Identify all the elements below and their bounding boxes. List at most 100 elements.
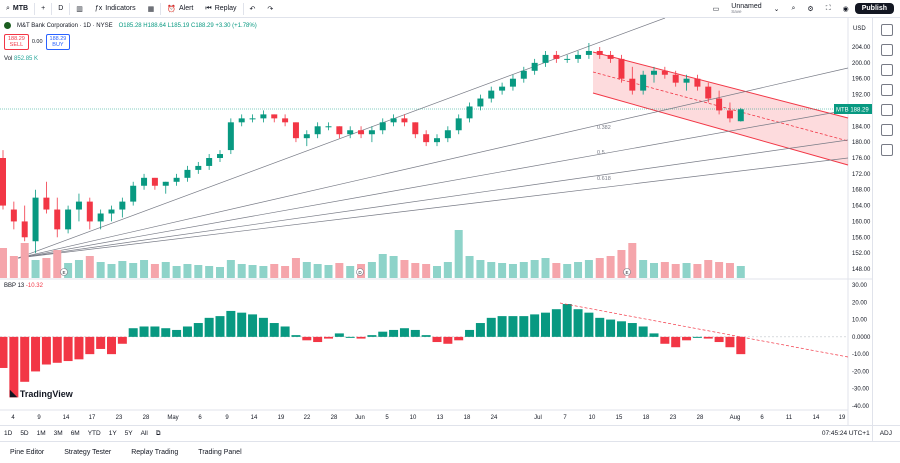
- chevron-down-icon[interactable]: ⌄: [773, 5, 780, 13]
- volume-bar: [443, 262, 452, 278]
- ideas-icon[interactable]: [880, 84, 893, 96]
- layout-grid-icon[interactable]: ▭: [712, 5, 720, 13]
- calendar-icon[interactable]: [880, 104, 893, 116]
- camera-icon[interactable]: ◉: [842, 5, 849, 13]
- price-axis-label: 180.00: [852, 140, 871, 146]
- chat-icon[interactable]: [880, 64, 893, 76]
- top-toolbar: ⌕ MTB + D ▥ ƒx Indicators ▦ ⏰ Alert ⏮ Re…: [0, 0, 900, 18]
- bbp-axis-label: 30.00: [852, 283, 868, 289]
- candle-body: [726, 110, 733, 119]
- volume-bar: [487, 262, 496, 278]
- volume-bar: [704, 260, 713, 278]
- bbp-bar: [248, 314, 258, 337]
- timeframe-ytd[interactable]: YTD: [87, 430, 101, 437]
- timeframe-1d[interactable]: 1D: [4, 430, 13, 437]
- bbp-bar: [52, 336, 62, 363]
- notifications-icon[interactable]: [880, 124, 893, 136]
- timeframe-5y[interactable]: 5Y: [124, 430, 133, 437]
- time-axis-label: 13: [437, 415, 444, 421]
- candle-body: [227, 122, 234, 151]
- settings-icon[interactable]: ⚙: [807, 5, 814, 13]
- bbp-bar: [172, 329, 182, 337]
- volume-bar: [433, 266, 441, 278]
- bbp-bar: [497, 316, 507, 337]
- time-axis-label: 6: [760, 415, 764, 421]
- templates-icon[interactable]: ▦: [147, 5, 155, 13]
- panel-tab-strategy-tester[interactable]: Strategy Tester: [64, 449, 112, 456]
- timeframe-1m[interactable]: 1M: [36, 430, 46, 437]
- bbp-bar: [671, 336, 681, 348]
- bbp-bar: [432, 336, 442, 343]
- date-range-icon[interactable]: ⧉: [155, 429, 161, 437]
- bbp-bar: [530, 314, 540, 337]
- volume-bar: [671, 264, 680, 278]
- price-chart[interactable]: USD204.00200.00196.00192.00188.00184.001…: [0, 18, 900, 425]
- timeframe-6m[interactable]: 6M: [70, 430, 80, 437]
- price-axis-label: 192.00: [852, 93, 871, 99]
- sell-button[interactable]: 188.29 SELL: [4, 34, 29, 51]
- panel-tab-pine-editor[interactable]: Pine Editor: [10, 449, 45, 456]
- candle-body: [75, 201, 82, 210]
- bbp-bar: [703, 336, 713, 339]
- bar-style-icon[interactable]: ▥: [76, 5, 83, 13]
- help-icon[interactable]: [880, 144, 893, 156]
- redo-icon[interactable]: ↷: [267, 5, 274, 13]
- quick-search-icon[interactable]: ⌕: [791, 4, 796, 12]
- candle-body: [520, 70, 527, 79]
- plus-icon[interactable]: +: [41, 5, 46, 12]
- interval-button[interactable]: D: [58, 5, 64, 12]
- fan-line: [17, 139, 849, 259]
- timeframe-1y[interactable]: 1Y: [108, 430, 117, 437]
- bbp-bar: [193, 323, 203, 337]
- time-axis-label: 10: [410, 415, 417, 421]
- time-axis-label: 9: [37, 415, 41, 421]
- bbp-bar: [399, 328, 409, 337]
- timeframe-all[interactable]: All: [140, 430, 148, 437]
- time-axis-label: 23: [116, 415, 123, 421]
- clock[interactable]: 07:45:24 UTC+1: [821, 430, 870, 437]
- bbp-bar: [616, 321, 626, 337]
- buy-button[interactable]: 188.29 BUY: [45, 34, 71, 51]
- bbp-bar: [443, 336, 453, 344]
- search-icon: ⌕: [6, 4, 10, 12]
- volume-bar: [172, 266, 181, 278]
- candle-body: [564, 58, 571, 60]
- time-axis-label: 6: [198, 415, 202, 421]
- bbp-axis-label: -30.00: [852, 387, 870, 393]
- layout-name[interactable]: Unnamed Save: [731, 2, 762, 14]
- candle-body: [499, 86, 506, 91]
- indicators-button[interactable]: ƒx Indicators: [94, 5, 136, 12]
- volume-bar: [20, 243, 29, 278]
- alerts-icon[interactable]: [880, 44, 893, 56]
- channel-lower: [592, 92, 849, 166]
- bbp-bar: [649, 333, 659, 337]
- volume-bar: [563, 264, 572, 278]
- panel-tab-trading-panel[interactable]: Trading Panel: [198, 449, 242, 456]
- bbp-bar: [421, 335, 431, 337]
- undo-icon[interactable]: ↶: [249, 5, 256, 13]
- candle-body: [434, 138, 440, 143]
- candle-body: [249, 118, 256, 120]
- replay-button[interactable]: ⏮ Replay: [205, 4, 237, 13]
- watchlist-icon[interactable]: [880, 24, 893, 36]
- candle-body: [716, 98, 723, 111]
- symbol-search[interactable]: ⌕ MTB: [6, 4, 29, 13]
- timeframe-5d[interactable]: 5D: [20, 430, 29, 437]
- volume-bar: [270, 264, 279, 278]
- bbp-bar: [291, 335, 301, 337]
- event-marker: [356, 268, 364, 276]
- candle-body: [488, 90, 495, 99]
- alert-button[interactable]: ⏰ Alert: [167, 5, 194, 13]
- time-axis-label: 19: [839, 415, 846, 421]
- volume-bar: [682, 263, 691, 278]
- timeframe-3m[interactable]: 3M: [53, 430, 63, 437]
- publish-button[interactable]: Publish: [854, 3, 894, 14]
- trade-buttons: 188.29 SELL 0.00 188.29 BUY: [4, 34, 71, 51]
- bbp-bar: [627, 323, 637, 337]
- candle-body: [390, 118, 397, 123]
- time-axis-label: Jun: [355, 415, 365, 421]
- adj-toggle[interactable]: ADJ: [879, 430, 892, 437]
- fullscreen-icon[interactable]: ⛶: [825, 4, 831, 12]
- volume-bar: [693, 264, 702, 278]
- panel-tab-replay-trading[interactable]: Replay Trading: [131, 449, 179, 456]
